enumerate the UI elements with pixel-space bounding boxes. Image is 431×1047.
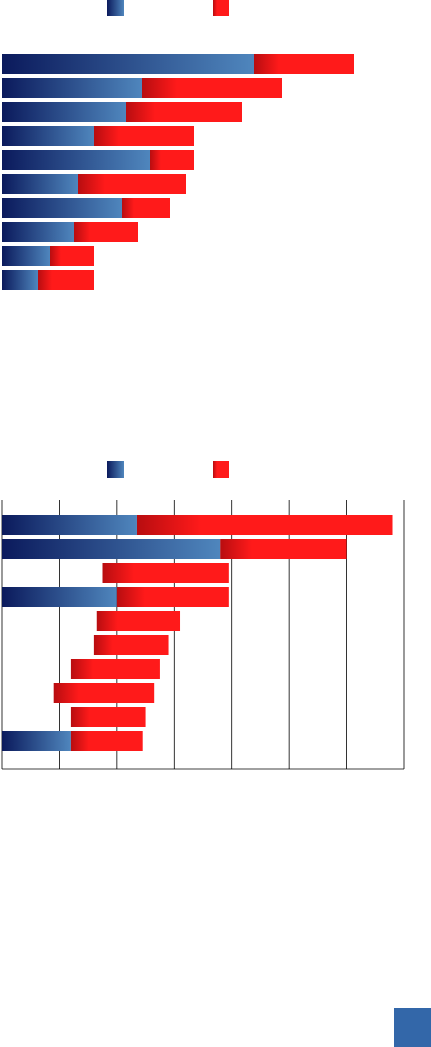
bar-red-9 [50, 246, 94, 266]
bar-blue-1 [2, 515, 137, 535]
bar-red-8 [53, 683, 155, 703]
bars-group [2, 54, 354, 290]
bar-red-1 [254, 54, 354, 74]
bar-red-3 [126, 102, 242, 122]
bar-red-8 [74, 222, 138, 242]
bar-blue-5 [2, 150, 150, 170]
bar-blue-4 [2, 587, 117, 607]
page-marker [394, 1008, 431, 1047]
bar-blue-4 [2, 126, 94, 146]
bar-blue-1 [2, 54, 254, 74]
bar-blue-10 [2, 270, 38, 290]
legend-swatch-red [213, 0, 229, 16]
bar-red-2 [220, 539, 347, 559]
bar-red-9 [70, 707, 146, 727]
stacked-bar-chart-top [2, 0, 354, 290]
legend-swatch-blue [107, 461, 124, 478]
bar-red-6 [93, 635, 169, 655]
bar-red-10 [38, 270, 94, 290]
bar-blue-8 [2, 222, 74, 242]
legend-swatch-blue [107, 0, 124, 16]
bar-blue-9 [2, 246, 50, 266]
bar-red-10 [70, 731, 143, 751]
bar-red-1 [136, 515, 393, 535]
bar-blue-2 [2, 78, 142, 98]
bar-red-5 [150, 150, 194, 170]
bar-blue-10 [2, 731, 71, 751]
bar-red-4 [116, 587, 229, 607]
floating-bar-chart-bottom [1, 461, 405, 770]
bar-blue-2 [2, 539, 221, 559]
bar-red-7 [122, 198, 170, 218]
bar-blue-3 [2, 102, 126, 122]
bars-group [2, 515, 393, 751]
bar-red-4 [94, 126, 194, 146]
bar-red-2 [142, 78, 282, 98]
legend-swatch-red [213, 461, 229, 478]
bar-red-3 [102, 563, 229, 583]
bar-blue-6 [2, 174, 78, 194]
bar-blue-7 [2, 198, 122, 218]
bar-red-5 [96, 611, 181, 631]
bar-red-6 [78, 174, 186, 194]
bar-red-7 [70, 659, 160, 679]
